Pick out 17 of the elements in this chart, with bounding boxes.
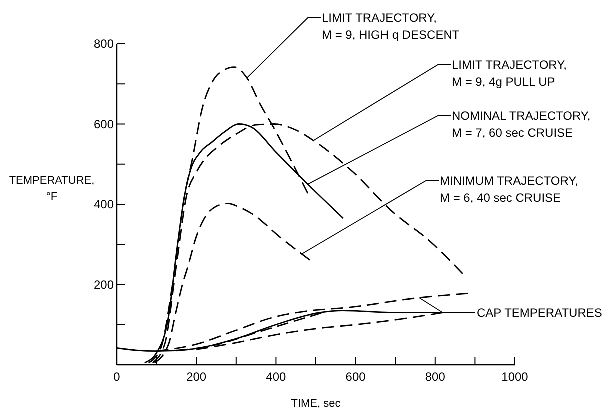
x-axis-title: TIME, sec [291,398,342,410]
y-tick-label: 400 [94,198,114,212]
x-tick-label: 0 [114,370,121,384]
y-tick-label: 600 [94,117,114,132]
text: NOMINAL TRAJECTORY, M = 7, 60 sec CRUISE [452,109,591,140]
x-tick-label: 600 [346,370,366,384]
text: MINIMUM TRAJECTORY, M = 6, 40 sec CRUISE [440,174,578,205]
y-tick-label: 800 [94,37,114,51]
text: LIMIT TRAJECTORY, M = 9, HIGH q DESCENT [322,11,460,42]
x-tick-label: 800 [425,370,446,384]
text: LIMIT TRAJECTORY, M = 9, 4g PULL UP [452,58,567,89]
x-tick-label: 400 [266,370,287,384]
y-axis-title: TEMPERATURE, °F [9,175,95,203]
x-tick-label: 1000 [502,370,529,384]
x-tick-label: 200 [186,370,207,384]
y-tick-label: 200 [94,278,114,292]
annotation: CAP TEMPERATURES [477,306,602,320]
